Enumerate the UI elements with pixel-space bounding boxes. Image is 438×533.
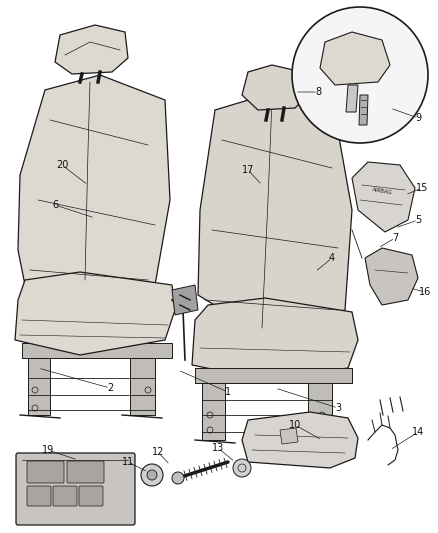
Text: 10: 10 bbox=[289, 420, 301, 430]
FancyBboxPatch shape bbox=[53, 486, 77, 506]
Polygon shape bbox=[18, 75, 170, 310]
Text: 17: 17 bbox=[242, 165, 254, 175]
Text: 12: 12 bbox=[152, 447, 164, 457]
FancyBboxPatch shape bbox=[27, 486, 51, 506]
Text: 6: 6 bbox=[52, 200, 58, 210]
Text: 7: 7 bbox=[392, 233, 398, 243]
Polygon shape bbox=[15, 272, 175, 355]
Circle shape bbox=[233, 459, 251, 477]
Text: 11: 11 bbox=[122, 457, 134, 467]
Circle shape bbox=[141, 464, 163, 486]
Circle shape bbox=[292, 7, 428, 143]
Circle shape bbox=[147, 470, 157, 480]
Text: 9: 9 bbox=[415, 113, 421, 123]
FancyBboxPatch shape bbox=[79, 486, 103, 506]
FancyBboxPatch shape bbox=[16, 453, 135, 525]
Polygon shape bbox=[28, 358, 50, 415]
Polygon shape bbox=[320, 32, 390, 85]
Polygon shape bbox=[130, 358, 155, 415]
Text: 5: 5 bbox=[415, 215, 421, 225]
Text: 4: 4 bbox=[329, 253, 335, 263]
Text: AIRBAG: AIRBAG bbox=[371, 188, 392, 196]
Text: 3: 3 bbox=[335, 403, 341, 413]
Polygon shape bbox=[195, 368, 352, 383]
Text: 14: 14 bbox=[412, 427, 424, 437]
Polygon shape bbox=[55, 25, 128, 74]
Text: 16: 16 bbox=[419, 287, 431, 297]
Text: 2: 2 bbox=[107, 383, 113, 393]
Polygon shape bbox=[242, 65, 308, 110]
Text: 15: 15 bbox=[416, 183, 428, 193]
Polygon shape bbox=[308, 383, 332, 440]
Polygon shape bbox=[22, 343, 172, 358]
Polygon shape bbox=[242, 412, 358, 468]
Polygon shape bbox=[192, 298, 358, 380]
Text: 20: 20 bbox=[56, 160, 68, 170]
Text: 13: 13 bbox=[212, 443, 224, 453]
Text: 1: 1 bbox=[225, 387, 231, 397]
FancyBboxPatch shape bbox=[27, 461, 64, 483]
Polygon shape bbox=[280, 428, 298, 444]
FancyBboxPatch shape bbox=[67, 461, 104, 483]
Polygon shape bbox=[202, 383, 225, 440]
Text: 19: 19 bbox=[42, 445, 54, 455]
Text: 8: 8 bbox=[315, 87, 321, 97]
Polygon shape bbox=[198, 95, 352, 330]
Polygon shape bbox=[352, 162, 415, 232]
Polygon shape bbox=[359, 95, 368, 125]
Circle shape bbox=[172, 472, 184, 484]
Polygon shape bbox=[346, 85, 358, 112]
Polygon shape bbox=[365, 248, 418, 305]
Polygon shape bbox=[172, 285, 198, 315]
